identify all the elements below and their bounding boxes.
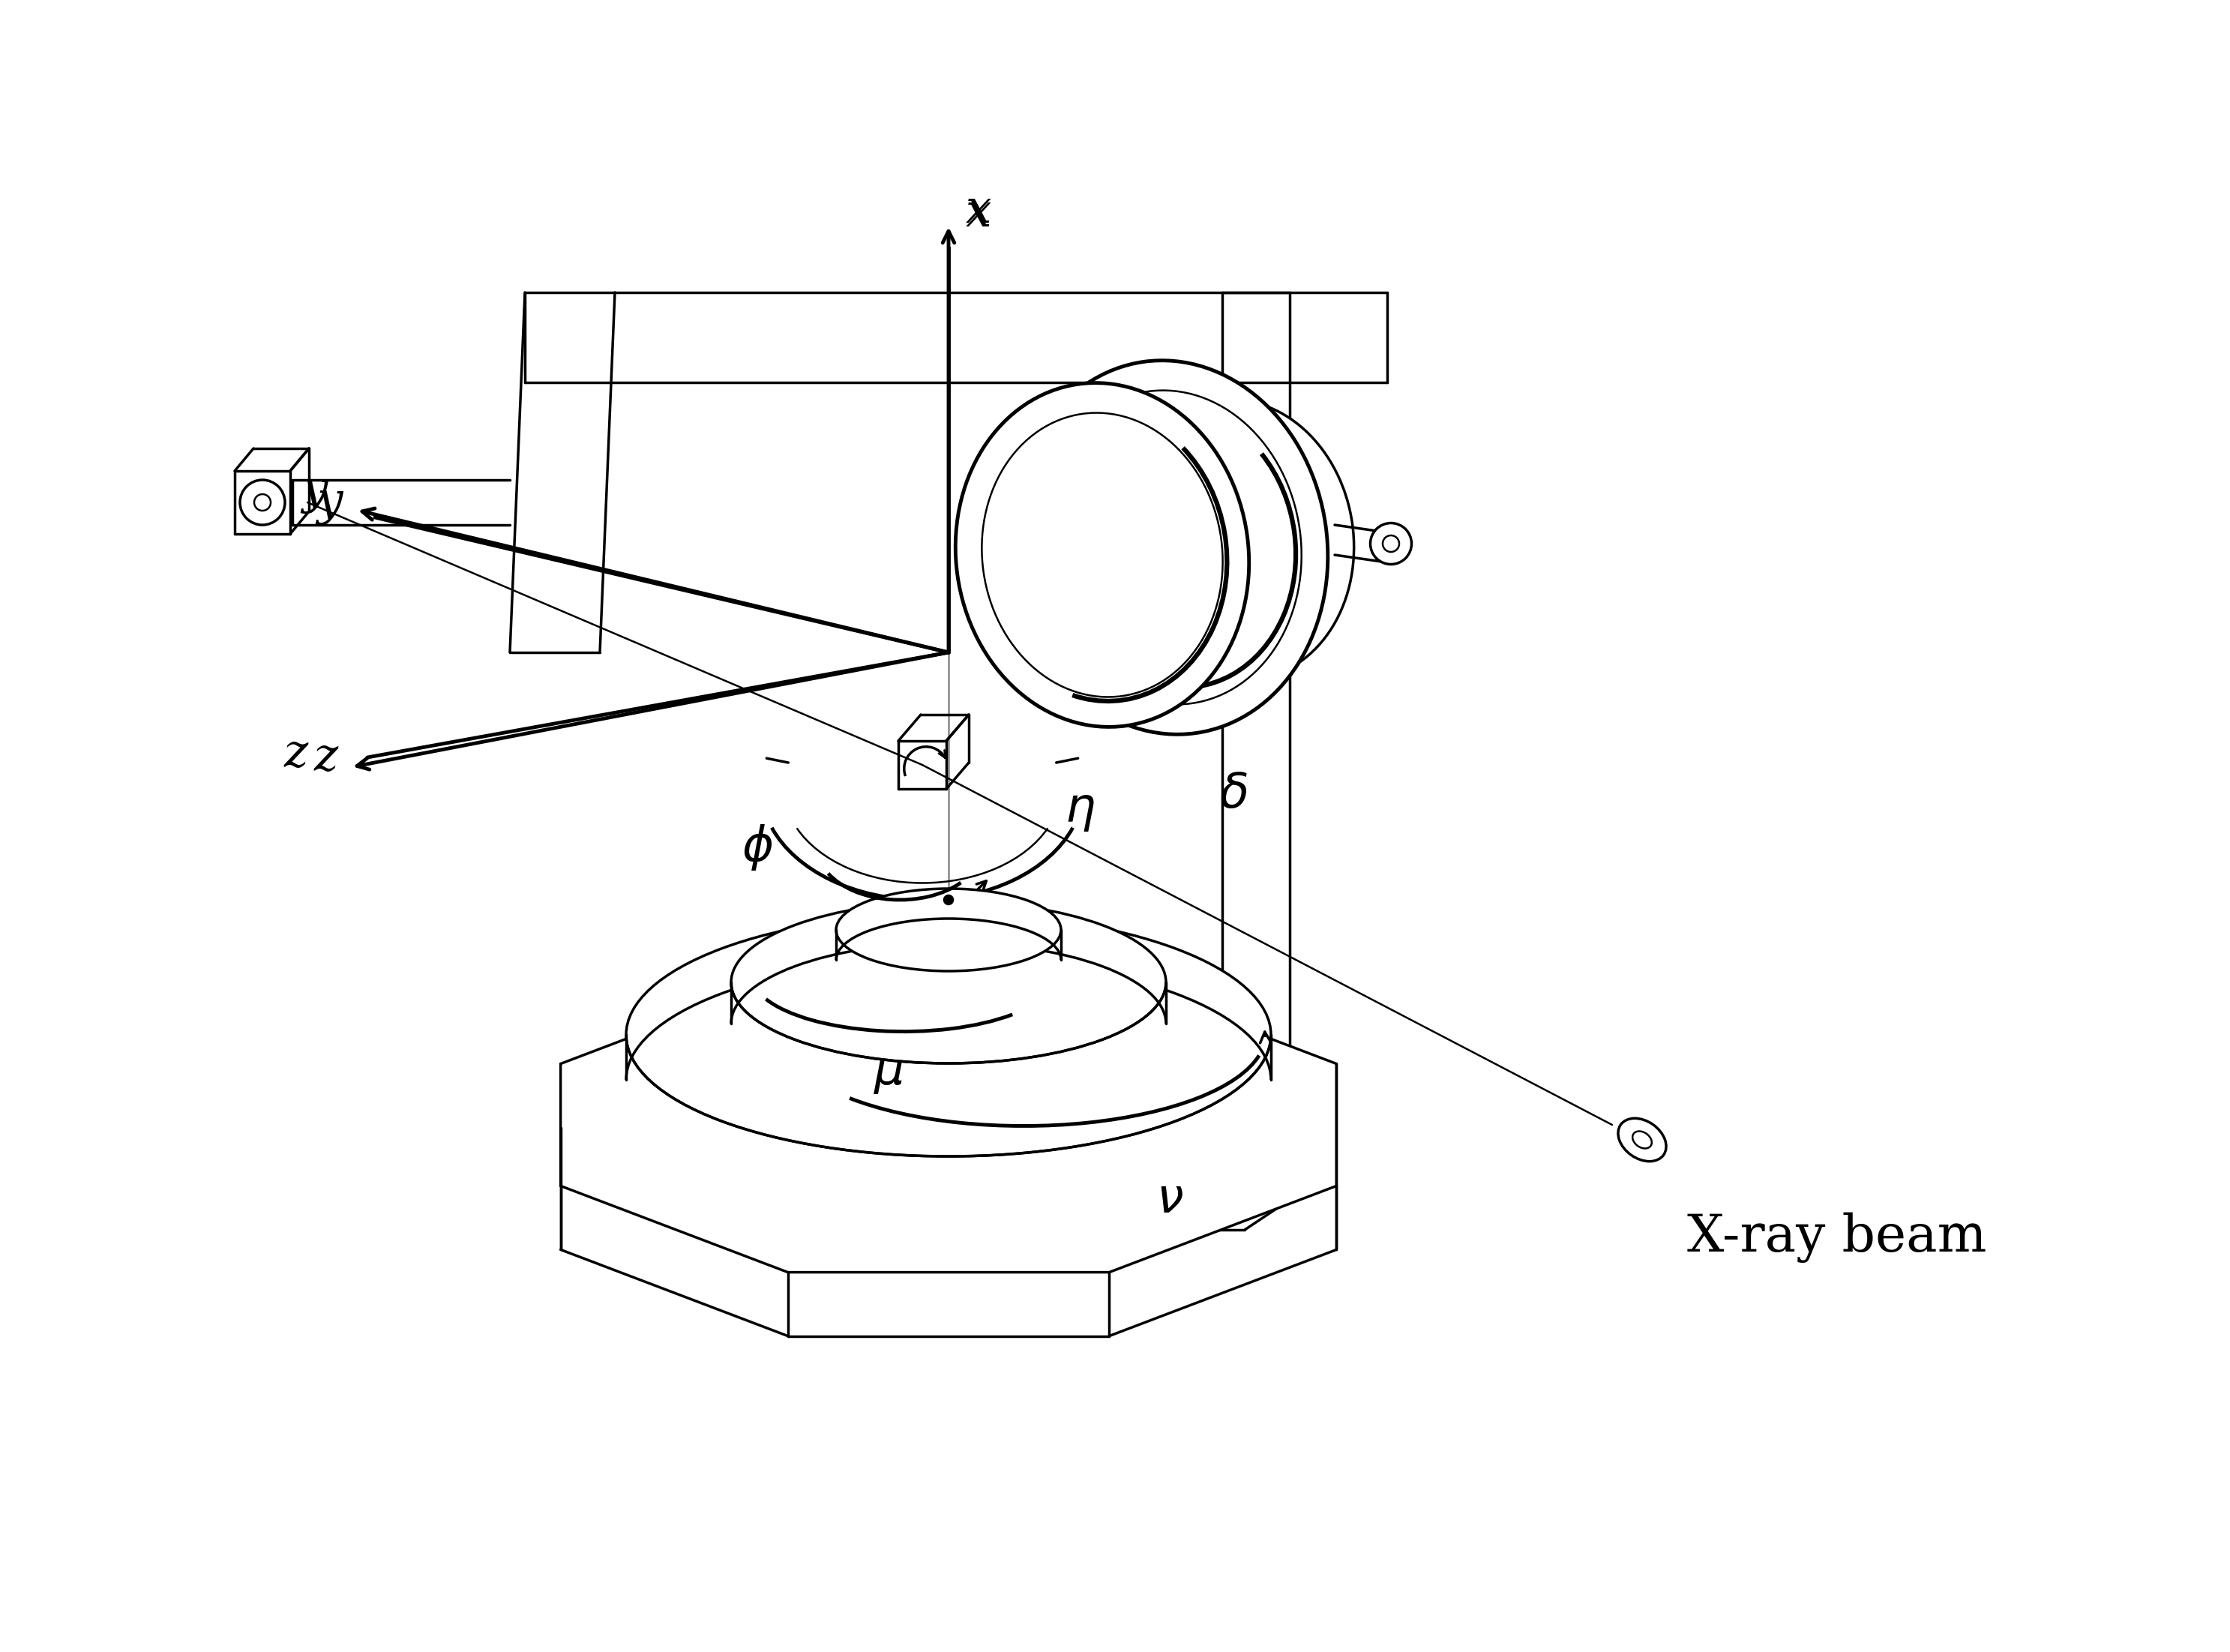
Ellipse shape xyxy=(1119,400,1354,681)
Text: x: x xyxy=(966,192,992,236)
Text: $\phi$: $\phi$ xyxy=(743,823,774,872)
Ellipse shape xyxy=(943,895,952,904)
Text: y: y xyxy=(301,469,328,514)
Text: X-ray beam: X-ray beam xyxy=(1688,1213,1987,1262)
Ellipse shape xyxy=(1037,390,1302,704)
Ellipse shape xyxy=(1619,1118,1666,1161)
Text: y: y xyxy=(317,481,343,525)
Text: z: z xyxy=(314,735,339,780)
Ellipse shape xyxy=(981,413,1222,697)
Text: $\chi$: $\chi$ xyxy=(850,914,883,960)
Ellipse shape xyxy=(1369,524,1412,565)
Ellipse shape xyxy=(1632,1132,1652,1148)
Ellipse shape xyxy=(836,889,1061,971)
Text: $\mu$: $\mu$ xyxy=(874,1049,903,1095)
Text: $\nu$: $\nu$ xyxy=(1155,1176,1184,1222)
Ellipse shape xyxy=(241,481,285,525)
Text: $\eta$: $\eta$ xyxy=(1064,786,1095,833)
Ellipse shape xyxy=(627,914,1271,1156)
Text: $\delta$: $\delta$ xyxy=(1220,771,1249,818)
Ellipse shape xyxy=(254,494,270,510)
Text: x: x xyxy=(966,187,992,233)
Ellipse shape xyxy=(731,902,1166,1064)
Ellipse shape xyxy=(954,383,1249,727)
Ellipse shape xyxy=(1012,360,1327,735)
Polygon shape xyxy=(560,978,1336,1272)
Ellipse shape xyxy=(1383,535,1398,552)
Text: z: z xyxy=(283,732,308,776)
